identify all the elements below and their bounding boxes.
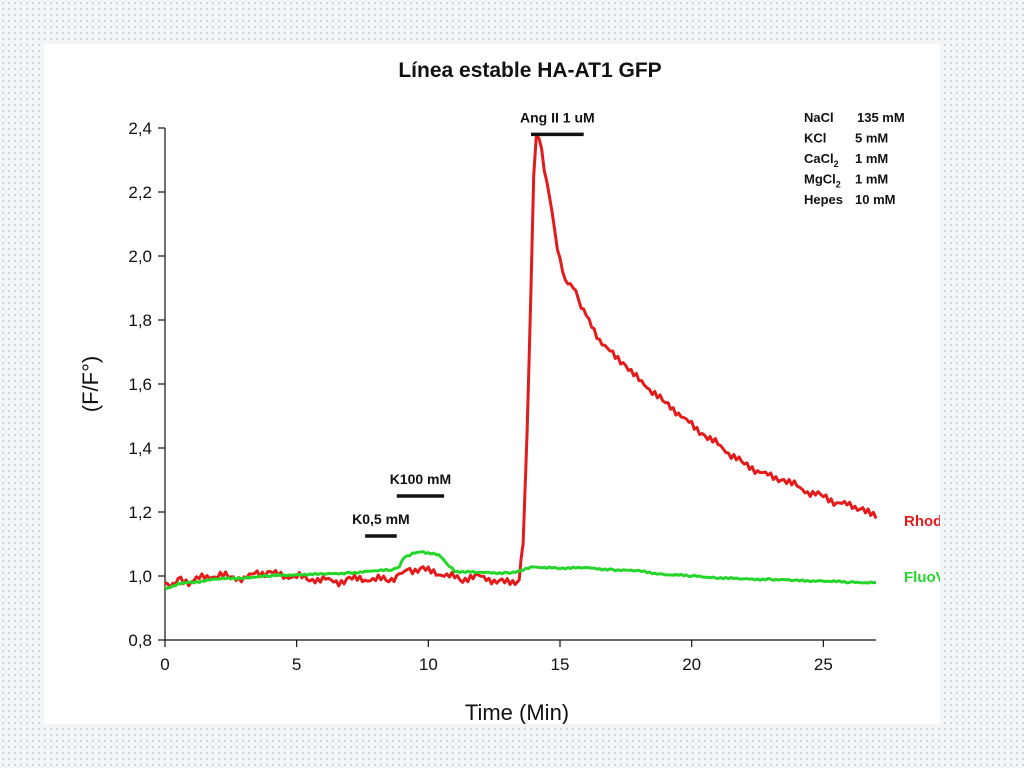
series-layer	[164, 134, 878, 591]
solution-name: CaCl2	[804, 151, 839, 169]
axes: 0,8 1,0 1,2 1,4 1,6 1,8 2,0 2,2 2,4 0 5 10 15 20 25	[128, 119, 876, 674]
y-tick-label: 1,4	[128, 439, 152, 458]
stimulus-label: K0,5 mM	[352, 511, 410, 527]
stimulus-label: Ang II 1 uM	[520, 109, 595, 125]
annotation-layer: Ang II 1 uM K100 mM K0,5 mM	[352, 109, 595, 538]
y-tick-label: 1,6	[128, 375, 152, 394]
solution-name-text: Hepes	[804, 192, 843, 207]
solution-value: 135 mM	[857, 110, 905, 125]
solution-name: MgCl2	[804, 172, 841, 190]
solution-name: NaCl	[804, 110, 834, 125]
solution-value: 10 mM	[855, 192, 895, 207]
solution-value: 5 mM	[855, 131, 888, 146]
x-tick-label: 15	[551, 655, 570, 674]
solution-subscript: 2	[834, 159, 839, 169]
solution-name-text: KCl	[804, 131, 826, 146]
series-line-rhod2	[164, 134, 878, 589]
x-tick-label: 20	[682, 655, 701, 674]
solution-value: 1 mM	[855, 172, 888, 187]
legend-fluovolt: FluoVolt	[904, 569, 940, 586]
y-tick-label: 2,4	[128, 119, 152, 138]
x-tick-label: 25	[814, 655, 833, 674]
legend-rhod2: Rhod2	[904, 513, 940, 530]
x-tick-label: 5	[292, 655, 301, 674]
chart-title: Línea estable HA-AT1 GFP	[398, 59, 661, 82]
x-axis-label: Time (Min)	[465, 700, 569, 724]
slide-panel: Línea estable HA-AT1 GFP 0,8 1,0 1,2 1,4 1,6…	[44, 44, 940, 724]
solution-name-text: CaCl	[804, 151, 834, 166]
y-tick-label: 2,0	[128, 247, 152, 266]
x-tick-label: 10	[419, 655, 438, 674]
x-tick-label: 0	[160, 655, 169, 674]
chart-svg: Línea estable HA-AT1 GFP 0,8 1,0 1,2 1,4 1,6…	[78, 59, 940, 724]
solution-name: Hepes	[804, 192, 843, 207]
y-axis-label: (F/F°)	[78, 356, 103, 412]
solution-name: KCl	[804, 131, 826, 146]
series-line-fluovolt	[164, 550, 877, 591]
y-tick-label: 1,2	[128, 503, 152, 522]
y-tick-label: 2,2	[128, 183, 152, 202]
solution-subscript: 2	[836, 180, 841, 190]
solution-value: 1 mM	[855, 151, 888, 166]
y-tick-label: 1,0	[128, 567, 152, 586]
stimulus-label: K100 mM	[390, 471, 451, 487]
y-tick-label: 0,8	[128, 631, 152, 650]
solution-name-text: NaCl	[804, 110, 834, 125]
y-tick-label: 1,8	[128, 311, 152, 330]
solution-name-text: MgCl	[804, 172, 836, 187]
